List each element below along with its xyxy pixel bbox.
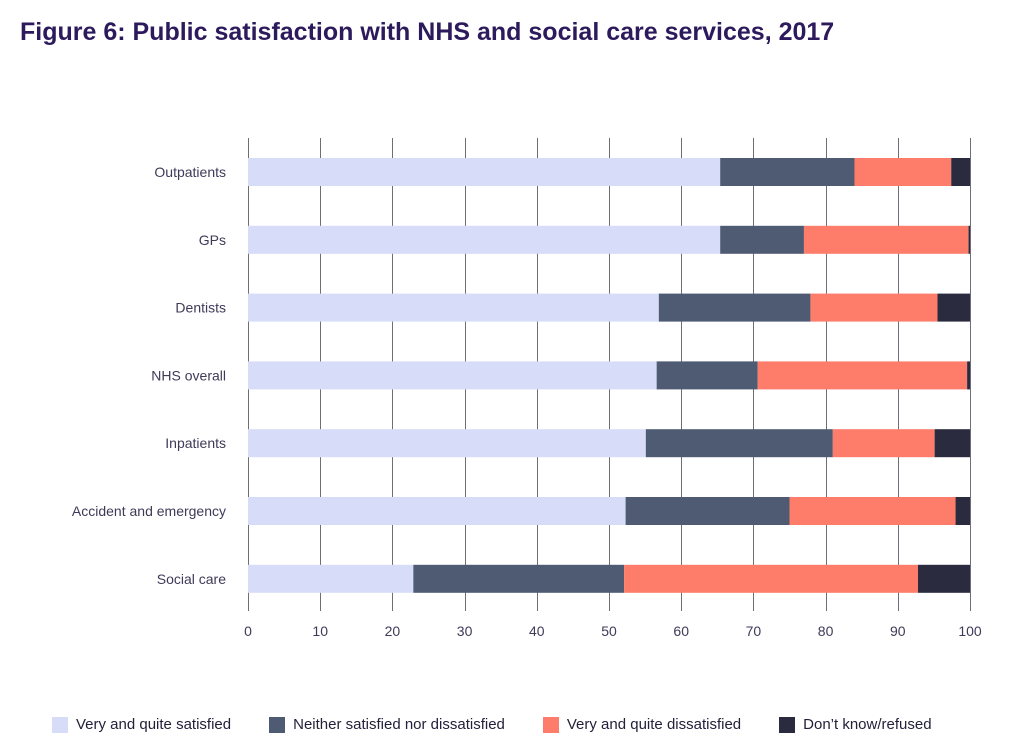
x-tick-label: 0 (244, 623, 252, 639)
legend-label: Very and quite satisfied (76, 716, 232, 733)
bar-social-care-very-and-quite-satisfied (248, 564, 414, 593)
bar-nhs-overall-don-t-know-refused (967, 361, 970, 390)
bar-dentists-don-t-know-refused (937, 293, 970, 322)
bar-accident-and-emergency-very-and-quite-satisfied (248, 497, 626, 525)
legend-swatch (779, 716, 796, 733)
bar-outpatients-neither-satisfied-nor-dissatisfied (720, 158, 855, 186)
bar-accident-and-emergency-don-t-know-refused (955, 497, 970, 525)
x-tick-label: 20 (385, 623, 401, 639)
bar-inpatients-neither-satisfied-nor-dissatisfied (645, 429, 833, 458)
x-tick-label: 70 (746, 623, 762, 639)
legend-label: Neither satisfied nor dissatisfied (293, 716, 505, 733)
legend-swatch (269, 716, 286, 733)
category-label-inpatients: Inpatients (165, 435, 226, 451)
x-tick-label: 40 (529, 623, 545, 639)
legend-swatch (52, 716, 68, 733)
bar-dentists-very-and-quite-dissatisfied (810, 293, 938, 322)
x-tick-label: 90 (890, 623, 906, 639)
legend-item-very-and-quite-dissatisfied: Very and quite dissatisfied (542, 716, 742, 733)
bar-social-care-very-and-quite-dissatisfied (624, 564, 919, 593)
bar-nhs-overall-very-and-quite-dissatisfied (757, 361, 968, 390)
bar-inpatients-very-and-quite-dissatisfied (832, 429, 935, 458)
bar-inpatients-very-and-quite-satisfied (248, 429, 646, 458)
legend-label: Very and quite dissatisfied (566, 716, 742, 733)
bars (248, 158, 970, 593)
bar-gps-don-t-know-refused (968, 225, 970, 254)
legend-swatch (542, 716, 559, 733)
category-label-gps: GPs (199, 232, 226, 248)
bar-nhs-overall-very-and-quite-satisfied (248, 361, 657, 390)
x-tick-label: 30 (457, 623, 473, 639)
bar-gps-very-and-quite-dissatisfied (803, 225, 969, 254)
chart-title: Figure 6: Public satisfaction with NHS a… (20, 18, 835, 46)
bar-gps-very-and-quite-satisfied (248, 225, 721, 254)
bar-dentists-very-and-quite-satisfied (248, 293, 659, 322)
legend-label: Don’t know/refused (803, 716, 932, 733)
x-tick-label: 10 (312, 623, 328, 639)
bar-outpatients-don-t-know-refused (951, 158, 970, 186)
bar-outpatients-very-and-quite-satisfied (248, 158, 721, 186)
x-tick-label: 60 (673, 623, 689, 639)
category-label-nhs-overall: NHS overall (151, 367, 226, 383)
bar-social-care-neither-satisfied-nor-dissatisfied (413, 564, 625, 593)
category-labels: Outpatients GPs Dentists NHS overall Inpatie… (72, 164, 226, 587)
legend-item-very-and-quite-satisfied: Very and quite satisfied (52, 716, 231, 733)
x-tick-label: 100 (958, 623, 982, 639)
bar-nhs-overall-neither-satisfied-nor-dissatisfied (656, 361, 758, 390)
category-label-social-care: Social care (157, 571, 226, 587)
bar-accident-and-emergency-neither-satisfied-nor-dissatisfied (625, 497, 790, 525)
legend-item-neither-satisfied-nor-dissatisfied: Neither satisfied nor dissatisfied (269, 716, 505, 733)
x-tick-label: 80 (818, 623, 834, 639)
category-label-outpatients: Outpatients (154, 164, 226, 180)
legend-item-don-t-know-refused: Don’t know/refused (779, 716, 932, 733)
category-label-accident-and-emergency: Accident and emergency (72, 503, 226, 519)
bar-social-care-don-t-know-refused (918, 564, 970, 593)
bar-dentists-neither-satisfied-nor-dissatisfied (658, 293, 811, 322)
x-tick-label: 50 (601, 623, 617, 639)
bar-outpatients-very-and-quite-dissatisfied (854, 158, 952, 186)
legend: Very and quite satisfied Neither satisfie… (52, 716, 932, 733)
bar-gps-neither-satisfied-nor-dissatisfied (720, 225, 804, 254)
x-tick-labels: 0 10 20 30 40 50 60 70 80 90 100 (244, 623, 982, 639)
bar-accident-and-emergency-very-and-quite-dissatisfied (789, 497, 956, 525)
bar-inpatients-don-t-know-refused (934, 429, 970, 458)
category-label-dentists: Dentists (175, 300, 226, 316)
